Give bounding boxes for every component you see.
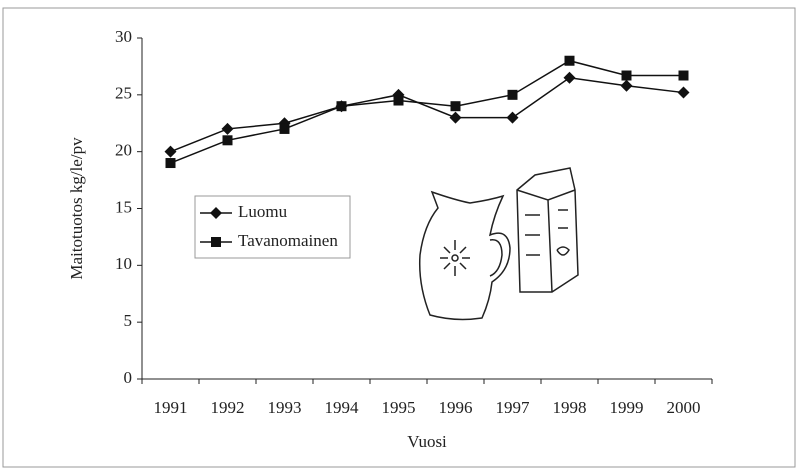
legend-label: Luomu [238,202,288,221]
marker [223,135,233,145]
y-tick-label: 25 [115,84,132,103]
chart: 0 5 10 15 20 25 30 1991 1992 1993 1994 1995 1996 1997… [0,0,798,470]
x-tick-label: 1999 [610,398,644,417]
marker [679,71,689,81]
marker [166,158,176,168]
x-tick-label: 1998 [553,398,587,417]
y-tick-label: 20 [115,141,132,160]
marker [622,71,632,81]
marker [508,90,518,100]
y-tick-label: 30 [115,27,132,46]
marker [337,101,347,111]
marker [280,124,290,134]
legend-marker [211,237,221,247]
y-tick-label: 5 [124,311,133,330]
marker [451,101,461,111]
y-axis-title: Maitotuotos kg/le/pv [67,137,86,280]
x-tick-label: 1991 [154,398,188,417]
x-tick-label: 1994 [325,398,360,417]
x-axis-title: Vuosi [407,432,447,451]
marker [394,96,404,106]
x-tick-label: 1997 [496,398,531,417]
x-tick-label: 1993 [268,398,302,417]
legend-label: Tavanomainen [238,231,338,250]
page: {"chart_data": {"type": "line", "x_label… [0,0,798,470]
x-tick-label: 1995 [382,398,416,417]
x-tick-label: 2000 [667,398,701,417]
y-tick-label: 15 [115,197,132,216]
x-tick-label: 1992 [211,398,245,417]
x-tick-label: 1996 [439,398,473,417]
marker [565,56,575,66]
y-tick-label: 10 [115,254,132,273]
y-tick-label: 0 [124,368,133,387]
